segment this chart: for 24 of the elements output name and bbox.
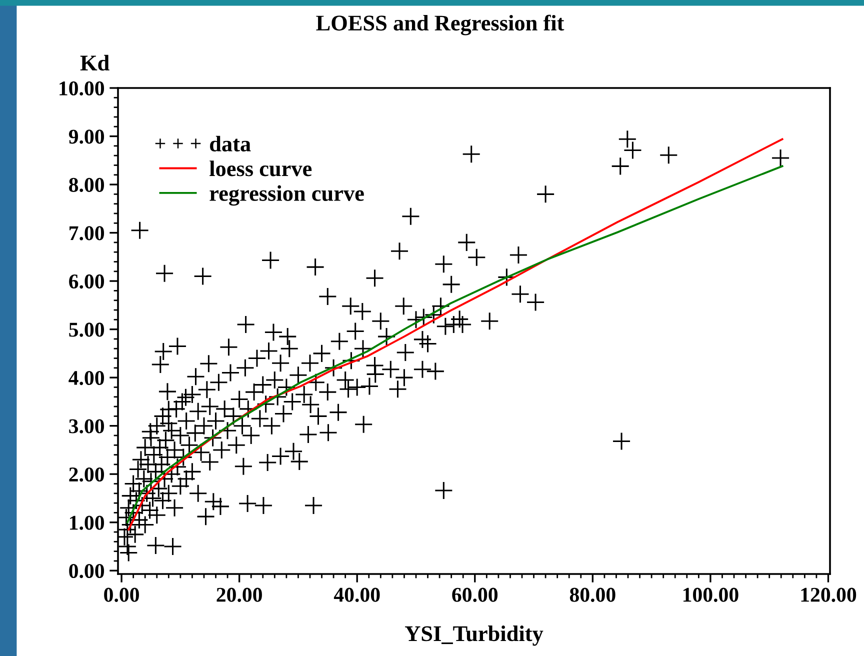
x-tick-label: 40.00 [334, 588, 380, 602]
legend-label: loess curve [210, 160, 312, 176]
x-axis-title: YSI_Turbidity [405, 626, 544, 646]
y-tick-label: 7.00 [70, 226, 104, 240]
y-tick-label: 5.00 [69, 322, 104, 337]
y-tick-label: 6.00 [69, 274, 104, 289]
x-tick-label: 60.00 [452, 588, 498, 602]
y-tick-label: 8.00 [69, 178, 104, 192]
y-tick-label: 4.00 [68, 370, 104, 386]
y-tick-label: 0.00 [69, 564, 104, 578]
y-tick-label: 9.00 [68, 130, 104, 144]
chart-title: LOESS and Regression fit [316, 14, 564, 36]
y-tick-label: 2.00 [69, 467, 104, 482]
y-axis-title: Kd [80, 54, 110, 71]
legend-label: regression curve [210, 185, 364, 206]
y-tick-label: 1.00 [70, 516, 104, 530]
y-tick-label: 3.00 [69, 419, 104, 434]
x-tick-label: 20.00 [216, 588, 262, 602]
x-tick-label: 120.00 [801, 588, 856, 602]
legend-label: data [210, 136, 251, 152]
x-tick-label: 80.00 [570, 588, 616, 602]
x-tick-label: 100.00 [683, 588, 738, 602]
y-tick-label: 10.00 [60, 81, 104, 96]
x-tick-label: 0.00 [104, 588, 139, 602]
